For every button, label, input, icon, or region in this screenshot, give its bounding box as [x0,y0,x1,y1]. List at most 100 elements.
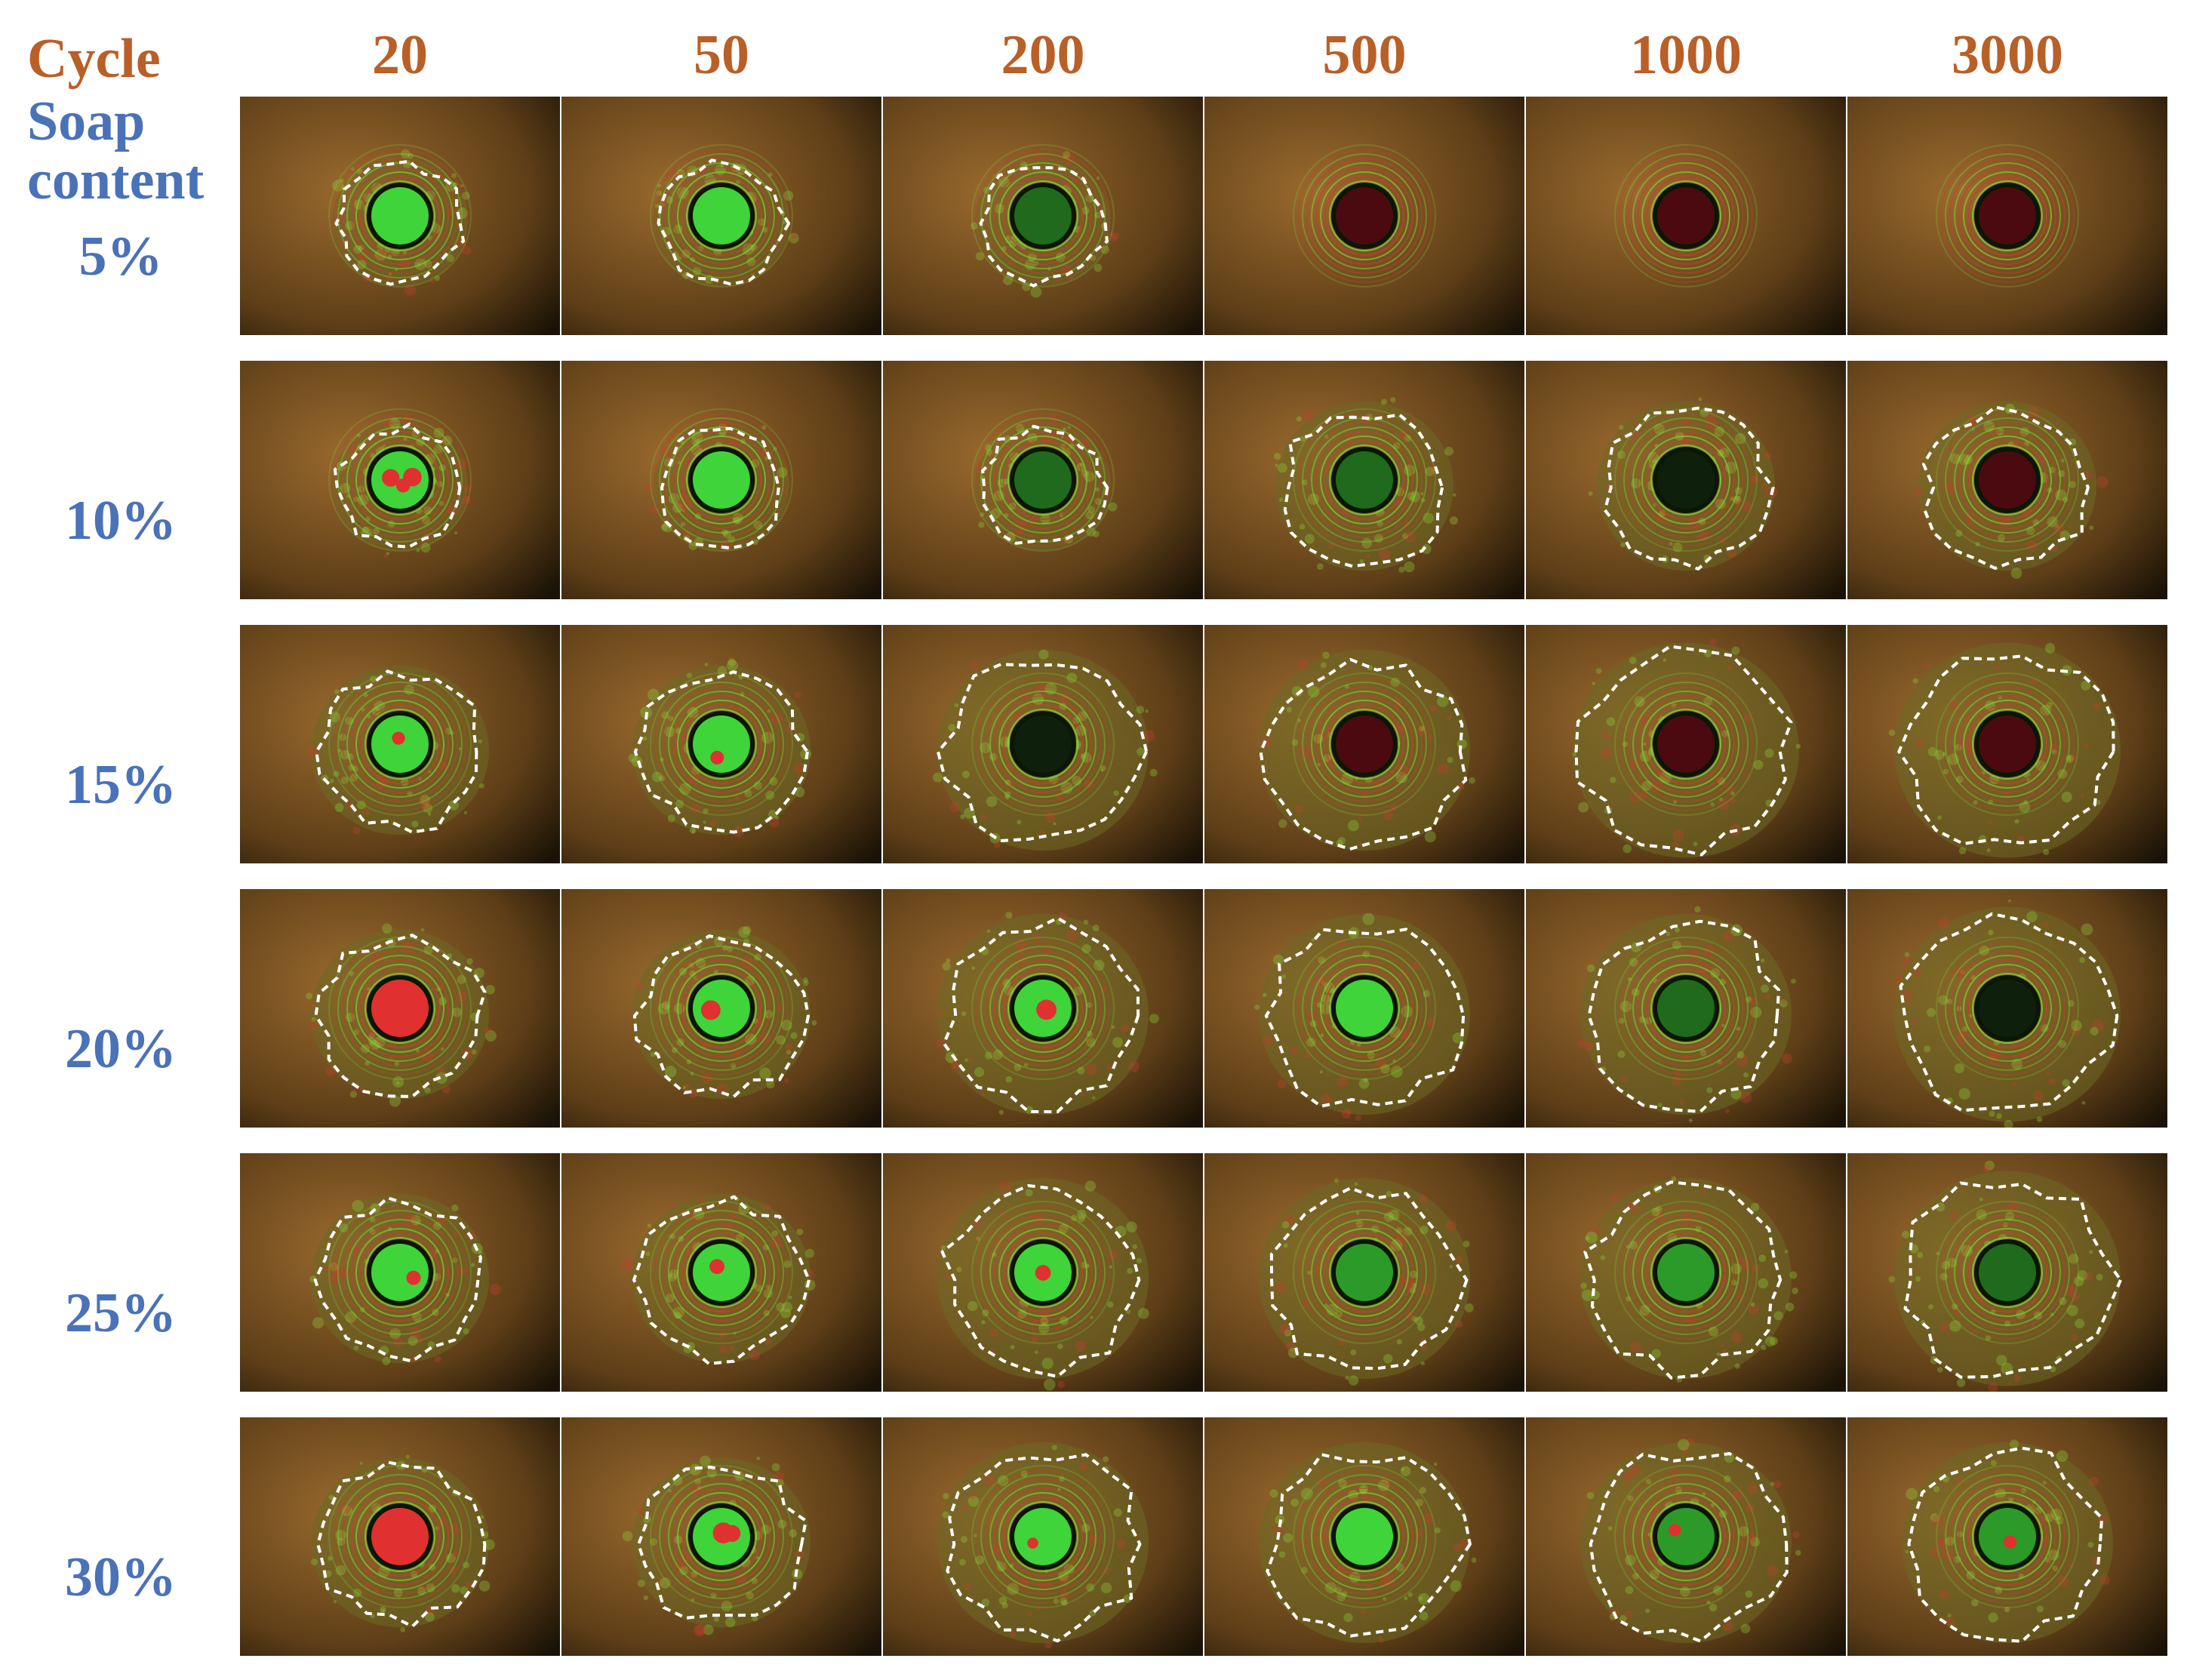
wear-boundary [314,934,487,1098]
contact-center [1979,715,2036,773]
contact-center [1657,715,1715,773]
interference-fringes [1293,408,1436,552]
wear-boundary [333,422,462,549]
micrograph-panel-5-4 [1526,1417,1846,1656]
micrograph-panel-0-4 [1526,97,1846,335]
cycle-axis-label: Cycle [27,28,161,90]
contact-center [1979,451,2036,509]
interference-fringes [650,1465,793,1608]
micrograph-panel-2-5 [1847,625,2167,863]
interference-fringes [1293,937,1436,1080]
soap-content-axis-label: Soap content [27,91,205,211]
wear-boundary [981,424,1109,545]
micrograph-panel-3-0 [240,889,560,1128]
cycle-header-200: 200 [1001,24,1085,86]
micrograph-panel-5-5 [1847,1417,2167,1656]
red-spot [406,1270,421,1285]
wear-boundary [979,166,1109,288]
wear-boundary [1589,1452,1789,1643]
soap-label-25: 25% [65,1282,177,1344]
wear-boundary [313,1196,482,1363]
soap-label-15: 15% [65,754,177,816]
wear-boundary [334,159,466,286]
red-spot [395,1537,409,1550]
interference-fringes [1614,672,1758,816]
micrograph-panel-4-5 [1847,1153,2167,1392]
interference-fringes [1936,408,2079,552]
contact-center [1657,1244,1715,1301]
micrograph-panel-4-1 [561,1153,881,1392]
micrograph-panel-4-0 [240,1153,560,1392]
micrograph-panel-3-2 [883,889,1203,1128]
micrograph-panel-2-3 [1204,625,1524,863]
interference-fringes [650,937,793,1080]
red-spot [395,1522,415,1542]
wear-boundary [315,669,478,834]
micrograph-panel-1-3 [1204,361,1524,599]
micrograph-panel-0-5 [1847,97,2167,335]
interference-fringes [1293,672,1436,816]
micrograph-panel-5-0 [240,1417,560,1656]
interference-fringes [328,1465,472,1608]
micrograph-panel-2-1 [561,625,881,863]
red-spot [392,997,412,1017]
micrograph-panel-4-3 [1204,1153,1524,1392]
red-spot [723,1525,741,1542]
wear-boundary [1283,413,1444,568]
wear-boundary [1264,928,1466,1108]
contact-center [1336,451,1393,509]
micrograph-panel-3-1 [561,889,881,1128]
micrograph-panel-1-5 [1847,361,2167,599]
red-spot [1035,1265,1051,1281]
wear-boundary [633,670,809,834]
soap-label-5: 5% [78,226,163,288]
interference-fringes [1614,144,1758,288]
wear-boundary [1603,406,1775,571]
red-spot [1027,1537,1038,1549]
contact-center [1657,187,1715,245]
red-spot [700,1000,721,1020]
interference-fringes [650,1201,793,1344]
micrograph-panel-0-0 [240,97,560,335]
interference-fringes [1614,408,1758,552]
contact-center [1014,187,1072,245]
cycle-header-1000: 1000 [1630,24,1742,86]
interference-fringes [1293,1465,1436,1608]
interference-fringes [650,672,793,816]
micrograph-panel-3-4 [1526,889,1846,1128]
interference-fringes [1936,937,2079,1080]
soap-label-20: 20% [65,1018,177,1080]
contact-center [371,187,429,245]
contact-center [693,715,750,773]
micrograph-panel-0-1 [561,97,881,335]
contact-center [1336,715,1393,773]
contact-center [1979,187,2036,245]
interference-fringes [971,1465,1115,1608]
micrograph-panel-1-0 [240,361,560,599]
wear-boundary [637,1465,807,1620]
red-spot [403,467,422,487]
micrograph-panel-3-3 [1204,889,1524,1128]
interference-fringes [1614,937,1758,1080]
interference-fringes [328,408,472,552]
interference-fringes [1936,144,2079,288]
contact-center [1657,980,1715,1037]
wear-boundary [1269,1186,1469,1371]
contact-center [371,1244,429,1301]
wear-boundary [632,1195,811,1365]
micrograph-panel-4-2 [883,1153,1203,1392]
interference-fringes [1614,1465,1758,1608]
wear-boundary [657,158,791,286]
interference-fringes [971,1201,1115,1344]
wear-boundary [946,1453,1142,1643]
wear-boundary [942,916,1140,1114]
contact-center [693,451,750,509]
contact-center [1657,451,1715,509]
cycle-header-50: 50 [694,24,749,86]
wear-boundary [1903,1181,2122,1379]
wear-boundary [1899,912,2119,1112]
soap-label-30: 30% [65,1546,177,1608]
interference-fringes [1936,1201,2079,1344]
red-spot [1669,1524,1681,1537]
cycle-header-500: 500 [1322,24,1407,86]
